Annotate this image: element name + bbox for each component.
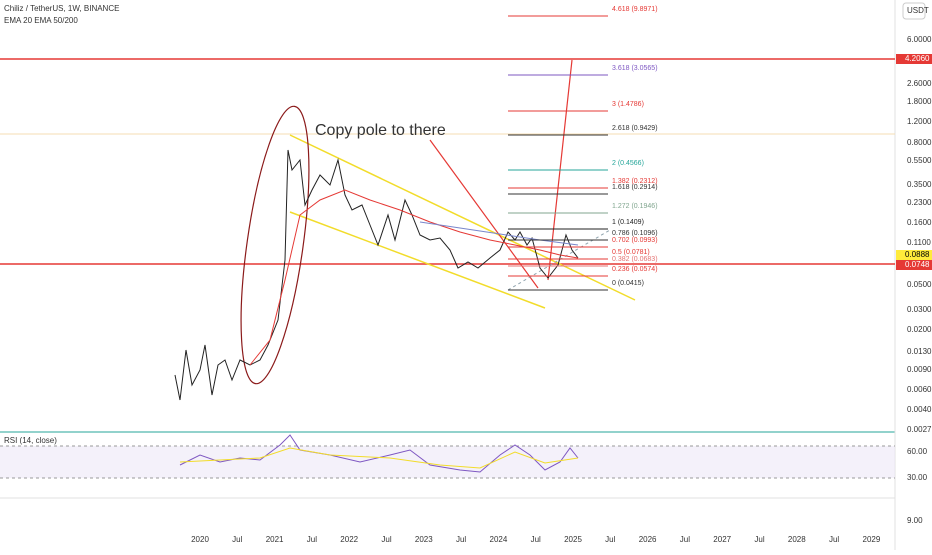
price-label: 0.8000 (907, 138, 932, 147)
price-label: 6.0000 (907, 35, 932, 44)
time-label: Jul (456, 535, 466, 544)
fib-label: 0.702 (0.0993) (612, 237, 658, 244)
time-label: 2024 (490, 535, 508, 544)
price-tag (896, 54, 932, 64)
symbol-title: Chiliz / TetherUS, 1W, BINANCE (4, 4, 119, 13)
fib-label: 3 (1.4786) (612, 101, 644, 108)
currency: USDT (907, 6, 929, 15)
currency-box (902, 2, 926, 20)
channel-line (289, 134, 636, 301)
fib-label: 0.5 (0.0781) (612, 249, 650, 256)
time-label: Jul (754, 535, 764, 544)
price-label: 0.0060 (907, 385, 932, 394)
fib-label: 1 (0.1409) (612, 219, 644, 226)
time-label: 2021 (266, 535, 284, 544)
time-label: Jul (680, 535, 690, 544)
indicator-title: EMA 20 EMA 50/200 (4, 16, 78, 25)
time-label: Jul (605, 535, 615, 544)
price-label: 0.1100 (907, 238, 931, 247)
price-label: 0.0090 (907, 365, 932, 374)
ema-line (419, 221, 579, 246)
price-label: 1.8000 (907, 97, 932, 106)
time-label: 2022 (340, 535, 358, 544)
ema-line (249, 189, 579, 366)
price-label: 0.0500 (907, 280, 932, 289)
fib-label: 0.236 (0.0574) (612, 266, 658, 273)
time-label: 2029 (863, 535, 881, 544)
arrow (429, 139, 539, 289)
time-label: 2020 (191, 535, 209, 544)
rsi-label: 9.00 (907, 516, 923, 525)
price-path (174, 149, 579, 401)
fib-label: 2.618 (0.9429) (612, 125, 658, 132)
price-label: 0.1600 (907, 218, 932, 227)
price-tag (896, 260, 932, 270)
fib-label: 2 (0.4566) (612, 160, 644, 167)
annotation: Copy pole to there (315, 122, 446, 139)
price-label: 0.2300 (907, 198, 932, 207)
price-label: 0.0300 (907, 305, 932, 314)
price-label: 0.0040 (907, 405, 932, 414)
fib-label: 1.382 (0.2312) (612, 178, 658, 185)
time-label: Jul (829, 535, 839, 544)
time-label: Jul (531, 535, 541, 544)
fib-label: 0 (0.0415) (612, 280, 644, 287)
time-label: Jul (307, 535, 317, 544)
price-label: 0.0200 (907, 325, 932, 334)
fib-label: 0.382 (0.0683) (612, 256, 658, 263)
fib-label: 1.272 (0.1946) (612, 203, 658, 210)
price-label: 0.0130 (907, 347, 932, 356)
price-axis: 6.0000 2.6000 1.8000 1.2000 0.8000 0.5500 0.35… (896, 2, 932, 525)
price-tag-label: 4.2060 (905, 54, 930, 63)
price-label: 2.6000 (907, 79, 932, 88)
price-label: 0.0027 (907, 425, 932, 434)
rsi-label: 30.00 (907, 473, 928, 482)
channel-line (289, 211, 546, 309)
time-label: Jul (232, 535, 242, 544)
fib-label: 3.618 (3.0565) (612, 65, 658, 72)
time-label: 2027 (713, 535, 731, 544)
time-label: Jul (381, 535, 391, 544)
fib-label: 1.618 (0.2914) (612, 184, 658, 191)
rsi-ma (179, 447, 579, 469)
time-label: 2026 (639, 535, 657, 544)
time-label: 2023 (415, 535, 433, 544)
rsi-label: 60.00 (907, 447, 928, 456)
rsi-title: RSI (14, close) (4, 436, 57, 445)
price-tag-label: 0.0748 (905, 260, 930, 269)
fib-label: 4.618 (9.8971) (612, 6, 658, 13)
rsi-band (0, 446, 895, 478)
highlight-ellipse (240, 105, 310, 385)
time-label: 2028 (788, 535, 806, 544)
time-label: 2025 (564, 535, 582, 544)
fib-label: 0.786 (0.1096) (612, 230, 658, 237)
time-axis: 2020 Jul 2021 Jul 2022 Jul 2023 Jul 2024 Jul 2025 J… (191, 535, 881, 544)
price-tag (896, 250, 932, 260)
price-label: 0.5500 (907, 156, 932, 165)
price-label: 0.3500 (907, 180, 932, 189)
fib-levels: 4.618 (9.8971) 3.618 (3.0565) 3 (1.4786) 2.… (508, 6, 658, 291)
price-tag-label: 0.0888 (905, 250, 930, 259)
price-label: 1.2000 (907, 117, 932, 126)
